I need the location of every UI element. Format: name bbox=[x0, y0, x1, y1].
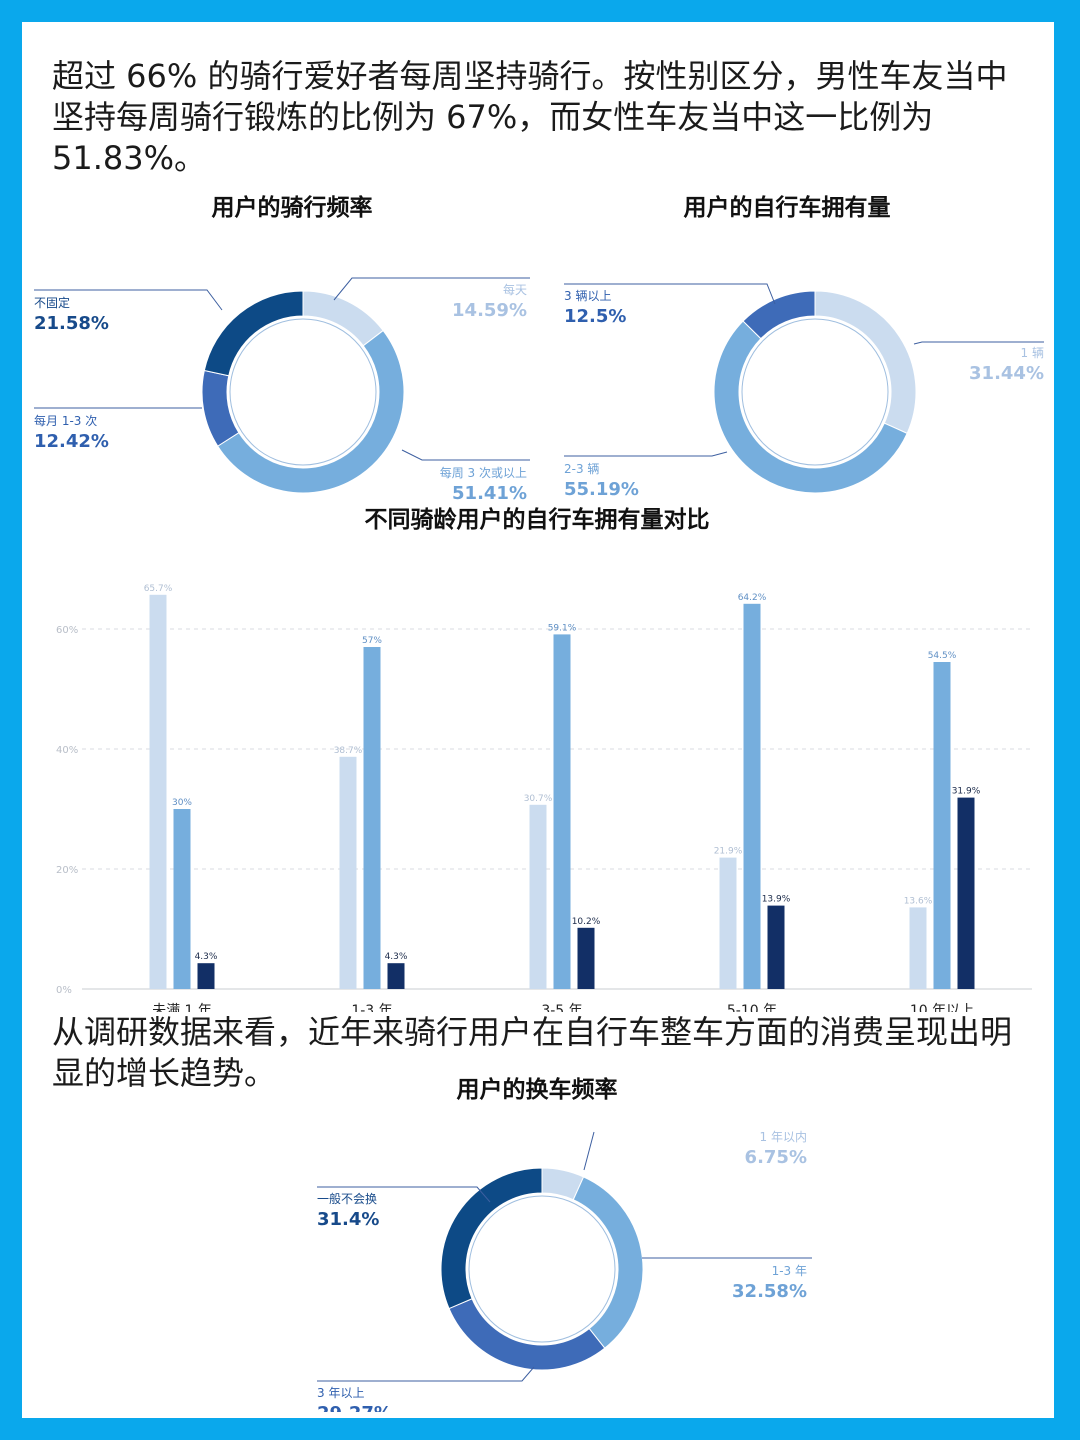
slice-value: 6.75% bbox=[745, 1147, 807, 1168]
y-tick-label: 60% bbox=[56, 625, 78, 636]
bike-replacement-donut-chart: 1 年以内 6.75% 1-3 年 32.58% 3 年以上 29.27% 一般不会换 31.… bbox=[317, 1130, 812, 1412]
bar-value-label: 54.5% bbox=[928, 651, 957, 661]
donut-slice bbox=[217, 329, 405, 494]
bike-ownership-title: 用户的自行车拥有量 bbox=[683, 195, 891, 221]
leader-line bbox=[34, 289, 223, 311]
bar bbox=[909, 907, 927, 989]
bike-ownership-donut-chart: 1 辆 31.44% 2-3 辆 55.19% 3 辆以上 12.5% bbox=[564, 283, 1044, 500]
slice-label: 不固定 bbox=[34, 295, 70, 310]
bar-value-label: 57% bbox=[362, 636, 382, 646]
bar bbox=[719, 857, 737, 989]
bar-value-label: 10.2% bbox=[572, 917, 601, 927]
slice-value: 29.27% bbox=[317, 1403, 392, 1412]
leader-line bbox=[317, 1366, 535, 1382]
donut-slice bbox=[814, 290, 917, 435]
slice-label: 1-3 年 bbox=[772, 1264, 807, 1278]
bar bbox=[339, 756, 357, 989]
intro-paragraph: 超过 66% 的骑行爱好者每周坚持骑行。按性别区分，男性车友当中坚持每周骑行锻炼… bbox=[52, 57, 1008, 177]
bar-value-label: 59.1% bbox=[548, 623, 577, 633]
slice-label: 1 辆 bbox=[1021, 346, 1044, 360]
donut-inner-ring bbox=[741, 318, 889, 466]
bar bbox=[197, 963, 215, 989]
x-tick-label: 3-5 年 bbox=[541, 1003, 582, 1012]
donut-slice bbox=[572, 1176, 644, 1349]
leader-line bbox=[583, 1131, 595, 1171]
slice-label: 2-3 辆 bbox=[564, 462, 599, 476]
leader-line bbox=[333, 277, 530, 301]
donut-inner-ring bbox=[229, 318, 377, 466]
bar bbox=[363, 647, 381, 989]
slice-value: 12.5% bbox=[564, 306, 626, 327]
y-tick-label: 20% bbox=[56, 865, 78, 876]
riding-frequency-title: 用户的骑行频率 bbox=[211, 195, 373, 221]
x-tick-label: 未满 1 年 bbox=[152, 1003, 212, 1012]
bike-replacement-title: 用户的换车频率 bbox=[456, 1077, 618, 1103]
riding-frequency-donut-chart: 每天 14.59% 每周 3 次或以上 51.41% 每月 1-3 次 12.42% 不固定… bbox=[34, 277, 530, 504]
slice-label: 3 辆以上 bbox=[564, 289, 611, 303]
bar-value-label: 13.6% bbox=[904, 896, 933, 906]
bar-value-label: 4.3% bbox=[195, 952, 218, 962]
donut-slice bbox=[742, 290, 816, 340]
donut-slice bbox=[448, 1298, 606, 1371]
slice-value: 55.19% bbox=[564, 479, 639, 500]
leader-line bbox=[913, 341, 1044, 345]
bar bbox=[553, 634, 571, 989]
mid-paragraph: 从调研数据来看，近年来骑行用户在自行车整车方面的消费呈现出明显的增长趋势。 bbox=[52, 1013, 1013, 1092]
bar bbox=[957, 797, 975, 989]
slice-label: 一般不会换 bbox=[317, 1191, 377, 1206]
donut-slice bbox=[440, 1167, 543, 1310]
slice-label: 每月 1-3 次 bbox=[34, 413, 97, 428]
bar bbox=[173, 809, 191, 989]
y-tick-label: 40% bbox=[56, 745, 78, 756]
donut-inner-ring bbox=[468, 1195, 616, 1343]
bar bbox=[743, 603, 761, 989]
infographic-card: 超过 66% 的骑行爱好者每周坚持骑行。按性别区分，男性车友当中坚持每周骑行锻炼… bbox=[22, 22, 1054, 1418]
bar-value-label: 65.7% bbox=[144, 584, 173, 594]
slice-value: 12.42% bbox=[34, 431, 109, 452]
slice-label: 1 年以内 bbox=[760, 1130, 807, 1144]
slice-value: 31.4% bbox=[317, 1209, 379, 1230]
bar-value-label: 13.9% bbox=[762, 895, 791, 905]
y-tick-label: 0% bbox=[56, 985, 72, 996]
donut-slice bbox=[201, 369, 240, 447]
donut-slice bbox=[203, 290, 304, 377]
slice-value: 31.44% bbox=[969, 363, 1044, 384]
slice-value: 51.41% bbox=[452, 483, 527, 504]
bar-value-label: 38.7% bbox=[334, 746, 363, 756]
bar-value-label: 4.3% bbox=[385, 952, 408, 962]
donut-slice bbox=[713, 320, 908, 494]
ownership-by-riding-age-title: 不同骑龄用户的自行车拥有量对比 bbox=[364, 507, 710, 533]
bar bbox=[767, 905, 785, 989]
bar-value-label: 30% bbox=[172, 798, 192, 808]
donut-slice bbox=[302, 290, 384, 347]
bar bbox=[149, 594, 167, 989]
leader-line bbox=[317, 1186, 491, 1203]
x-tick-label: 10 年以上 bbox=[910, 1003, 974, 1012]
bar-value-label: 21.9% bbox=[714, 847, 743, 857]
ownership-by-riding-age-bar-chart: 0% 20% 40% 60% 65.7% 30% 4.3% 未满 1 年 38.7% 57% 4.3… bbox=[56, 584, 1032, 1012]
slice-value: 14.59% bbox=[452, 300, 527, 321]
slice-value: 21.58% bbox=[34, 313, 109, 334]
bar bbox=[387, 963, 405, 989]
slice-label: 每天 bbox=[503, 282, 527, 297]
bar-value-label: 31.9% bbox=[952, 787, 981, 797]
bar bbox=[529, 804, 547, 989]
leader-line bbox=[401, 449, 530, 461]
slice-label: 每周 3 次或以上 bbox=[440, 465, 527, 480]
bar bbox=[577, 927, 595, 989]
leader-line bbox=[564, 451, 728, 457]
bar-value-label: 64.2% bbox=[738, 593, 767, 603]
bar-value-label: 30.7% bbox=[524, 794, 553, 804]
bar bbox=[933, 662, 951, 989]
slice-value: 32.58% bbox=[732, 1281, 807, 1302]
x-tick-label: 5-10 年 bbox=[727, 1003, 777, 1012]
leader-line bbox=[564, 283, 776, 305]
slice-label: 3 年以上 bbox=[317, 1386, 364, 1400]
x-tick-label: 1-3 年 bbox=[351, 1003, 392, 1012]
